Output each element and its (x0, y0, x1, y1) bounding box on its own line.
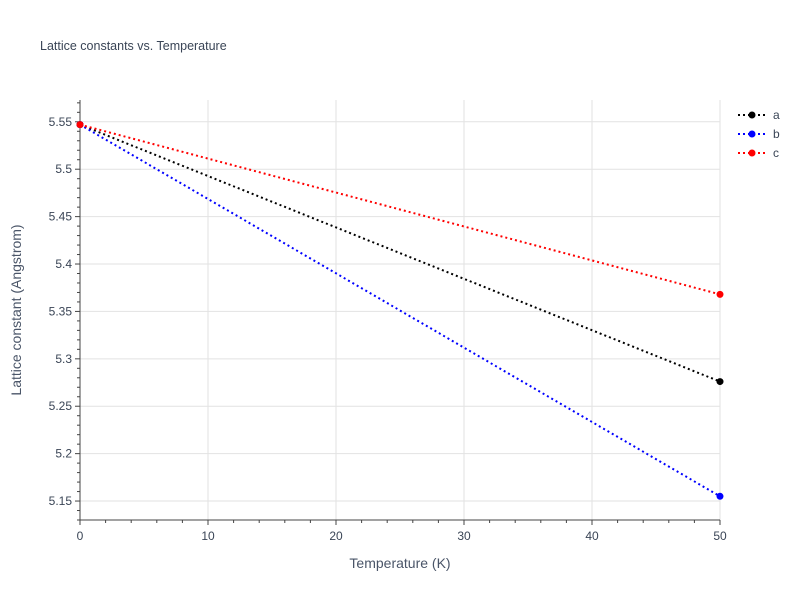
series-layer (76, 121, 724, 500)
legend[interactable]: abc (738, 108, 780, 160)
x-tick-label: 50 (713, 529, 727, 543)
y-axis-ticks: 5.15 5.2 5.25 5.3 5.35 5.4 5.45 5.5 5.55 (49, 102, 80, 521)
y-tick-label: 5.3 (55, 352, 72, 366)
legend-label-a: a (773, 108, 780, 122)
legend-marker-c (748, 149, 756, 157)
chart-title: Lattice constants vs. Temperature (40, 39, 227, 53)
y-tick-label: 5.45 (49, 210, 73, 224)
series-line-a (79, 123, 721, 383)
x-axis-title: Temperature (K) (349, 555, 450, 571)
legend-item-a[interactable]: a (738, 108, 780, 122)
axes (79, 100, 720, 521)
x-axis-ticks: 0 10 20 30 40 50 (77, 520, 727, 543)
y-tick-label: 5.35 (49, 304, 73, 318)
data-point-a (716, 378, 724, 386)
y-tick-label: 5.4 (55, 257, 72, 271)
y-tick-label: 5.5 (55, 162, 72, 176)
legend-label-c: c (773, 146, 779, 160)
x-tick-label: 30 (457, 529, 471, 543)
grid (80, 100, 721, 520)
legend-marker-b (748, 130, 756, 138)
x-tick-label: 10 (201, 529, 215, 543)
legend-item-c[interactable]: c (738, 146, 779, 160)
legend-item-b[interactable]: b (738, 127, 780, 141)
data-point-c (716, 290, 724, 298)
data-point-c (76, 121, 84, 129)
x-tick-label: 40 (585, 529, 599, 543)
y-tick-label: 5.25 (49, 399, 73, 413)
x-tick-label: 0 (77, 529, 84, 543)
series-line-c (79, 123, 721, 296)
y-tick-label: 5.15 (49, 494, 73, 508)
y-tick-label: 5.55 (49, 115, 73, 129)
y-axis-title: Lattice constant (Angstrom) (8, 224, 24, 395)
x-tick-label: 20 (329, 529, 343, 543)
y-tick-label: 5.2 (55, 447, 72, 461)
series-line-b (79, 123, 721, 498)
data-point-b (716, 492, 724, 500)
legend-label-b: b (773, 127, 780, 141)
legend-marker-a (748, 111, 756, 119)
